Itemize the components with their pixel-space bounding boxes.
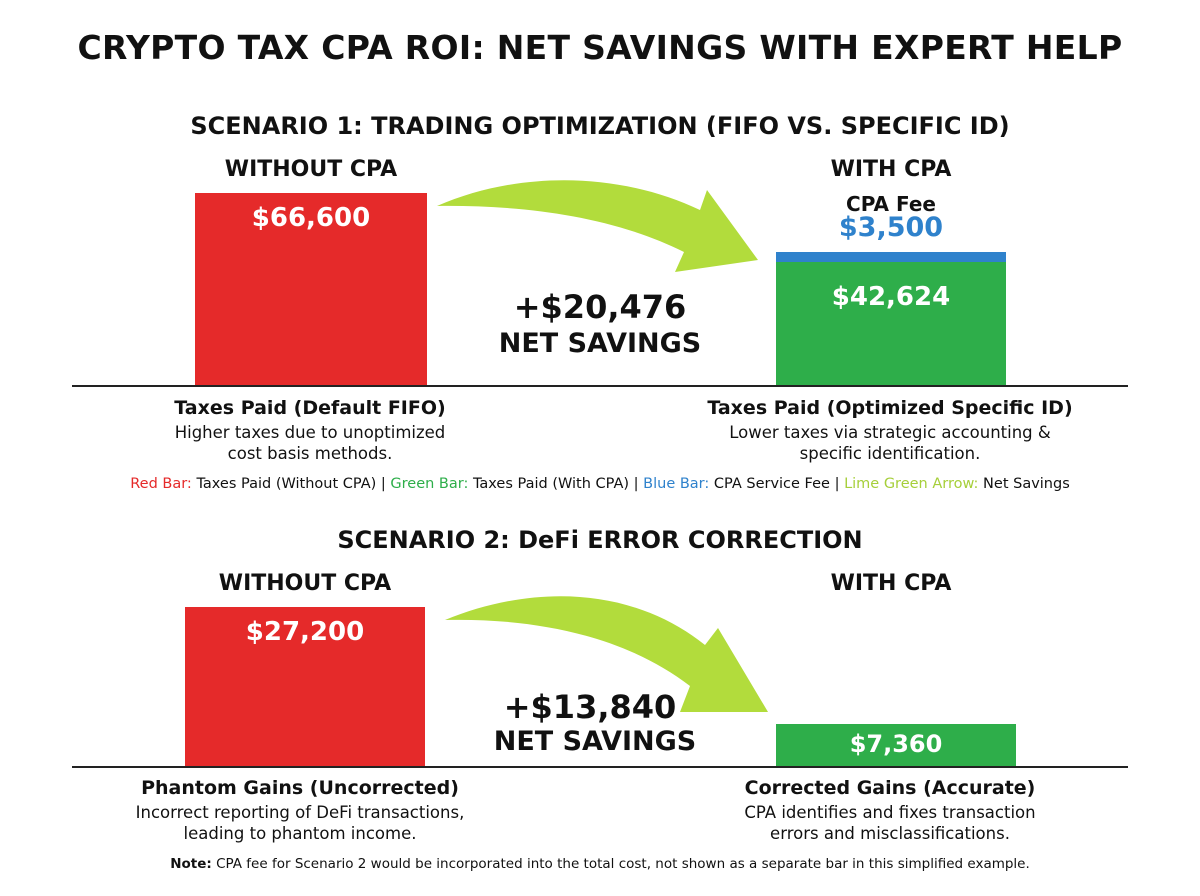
scenario-2-left-desc: Incorrect reporting of DeFi transactions…: [90, 802, 510, 844]
scenario-1-right-heading: WITH CPA: [830, 157, 952, 182]
footnote: Note: CPA fee for Scenario 2 would be in…: [0, 856, 1200, 872]
cpa-fee-value: $3,500: [838, 212, 944, 244]
scenario-1-right-desc-title: Taxes Paid (Optimized Specific ID): [707, 397, 1073, 419]
desc-line: errors and misclassifications.: [770, 824, 1010, 843]
desc-line: CPA identifies and fixes transaction: [744, 803, 1036, 822]
scenario-1-left-desc: Higher taxes due to unoptimized cost bas…: [110, 422, 510, 464]
legend-separator: |: [633, 476, 639, 492]
legend-green-text: Taxes Paid (With CPA): [472, 476, 630, 492]
legend-red-text: Taxes Paid (Without CPA): [196, 476, 377, 492]
net-savings-amount-2: +$13,840: [503, 688, 677, 726]
legend-blue-text: CPA Service Fee: [713, 476, 830, 492]
scenario-2-left-desc-title: Phantom Gains (Uncorrected): [141, 777, 459, 799]
scenario-2-baseline: [72, 766, 1128, 768]
bar-taxes-without-cpa-1: $66,600: [195, 193, 427, 386]
bar-corrected-gains: $7,360: [776, 723, 1016, 767]
note-label: Note:: [170, 856, 212, 872]
scenario-1-baseline: [72, 385, 1128, 387]
net-savings-label-1: NET SAVINGS: [498, 328, 702, 359]
desc-line: cost basis methods.: [227, 444, 393, 463]
legend-red-key: Red Bar:: [130, 476, 192, 492]
net-savings-label-2: NET SAVINGS: [493, 726, 697, 757]
desc-line: Higher taxes due to unoptimized: [174, 423, 446, 442]
legend-green-key: Green Bar:: [390, 476, 469, 492]
scenario-2-right-desc: CPA identifies and fixes transaction err…: [690, 802, 1090, 844]
bar-value-label: $42,624: [831, 282, 951, 313]
legend-separator: |: [380, 476, 386, 492]
chart-main-title: CRYPTO TAX CPA ROI: NET SAVINGS WITH EXP…: [77, 28, 1123, 67]
scenario-2-left-heading: WITHOUT CPA: [218, 571, 392, 596]
bar-phantom-gains: $27,200: [185, 607, 425, 767]
scenario-2-right-desc-title: Corrected Gains (Accurate): [744, 777, 1036, 799]
cpa-fee-label: CPA Fee: [846, 192, 936, 216]
bar-value-label: $27,200: [245, 617, 365, 647]
desc-line: Lower taxes via strategic accounting &: [729, 423, 1051, 442]
bar-value-label: $66,600: [251, 203, 371, 233]
net-savings-amount-1: +$20,476: [513, 288, 687, 326]
legend-separator: |: [834, 476, 840, 492]
legend-lime-key: Lime Green Arrow:: [844, 476, 979, 492]
bar-cpa-fee: [776, 252, 1006, 263]
net-savings-arrow-1: [437, 180, 758, 272]
net-savings-arrow-2: [445, 596, 768, 712]
scenario-2-title: SCENARIO 2: DeFi ERROR CORRECTION: [337, 526, 863, 554]
legend-blue-key: Blue Bar:: [643, 476, 710, 492]
scenario-1-right-desc: Lower taxes via strategic accounting & s…: [680, 422, 1100, 464]
scenario-1-title: SCENARIO 1: TRADING OPTIMIZATION (FIFO V…: [190, 112, 1010, 140]
scenario-1-left-desc-title: Taxes Paid (Default FIFO): [174, 397, 446, 419]
desc-line: Incorrect reporting of DeFi transactions…: [135, 803, 465, 822]
desc-line: leading to phantom income.: [183, 824, 417, 843]
chart-legend: Red Bar: Taxes Paid (Without CPA) | Gree…: [0, 476, 1200, 492]
bar-taxes-with-cpa-1: $42,624: [776, 262, 1006, 386]
legend-lime-text: Net Savings: [983, 476, 1070, 492]
scenario-1-left-heading: WITHOUT CPA: [224, 157, 398, 182]
bar-value-label: $7,360: [849, 729, 943, 758]
note-text: CPA fee for Scenario 2 would be incorpor…: [216, 856, 1030, 872]
desc-line: specific identification.: [799, 444, 981, 463]
scenario-2-right-heading: WITH CPA: [830, 571, 952, 596]
